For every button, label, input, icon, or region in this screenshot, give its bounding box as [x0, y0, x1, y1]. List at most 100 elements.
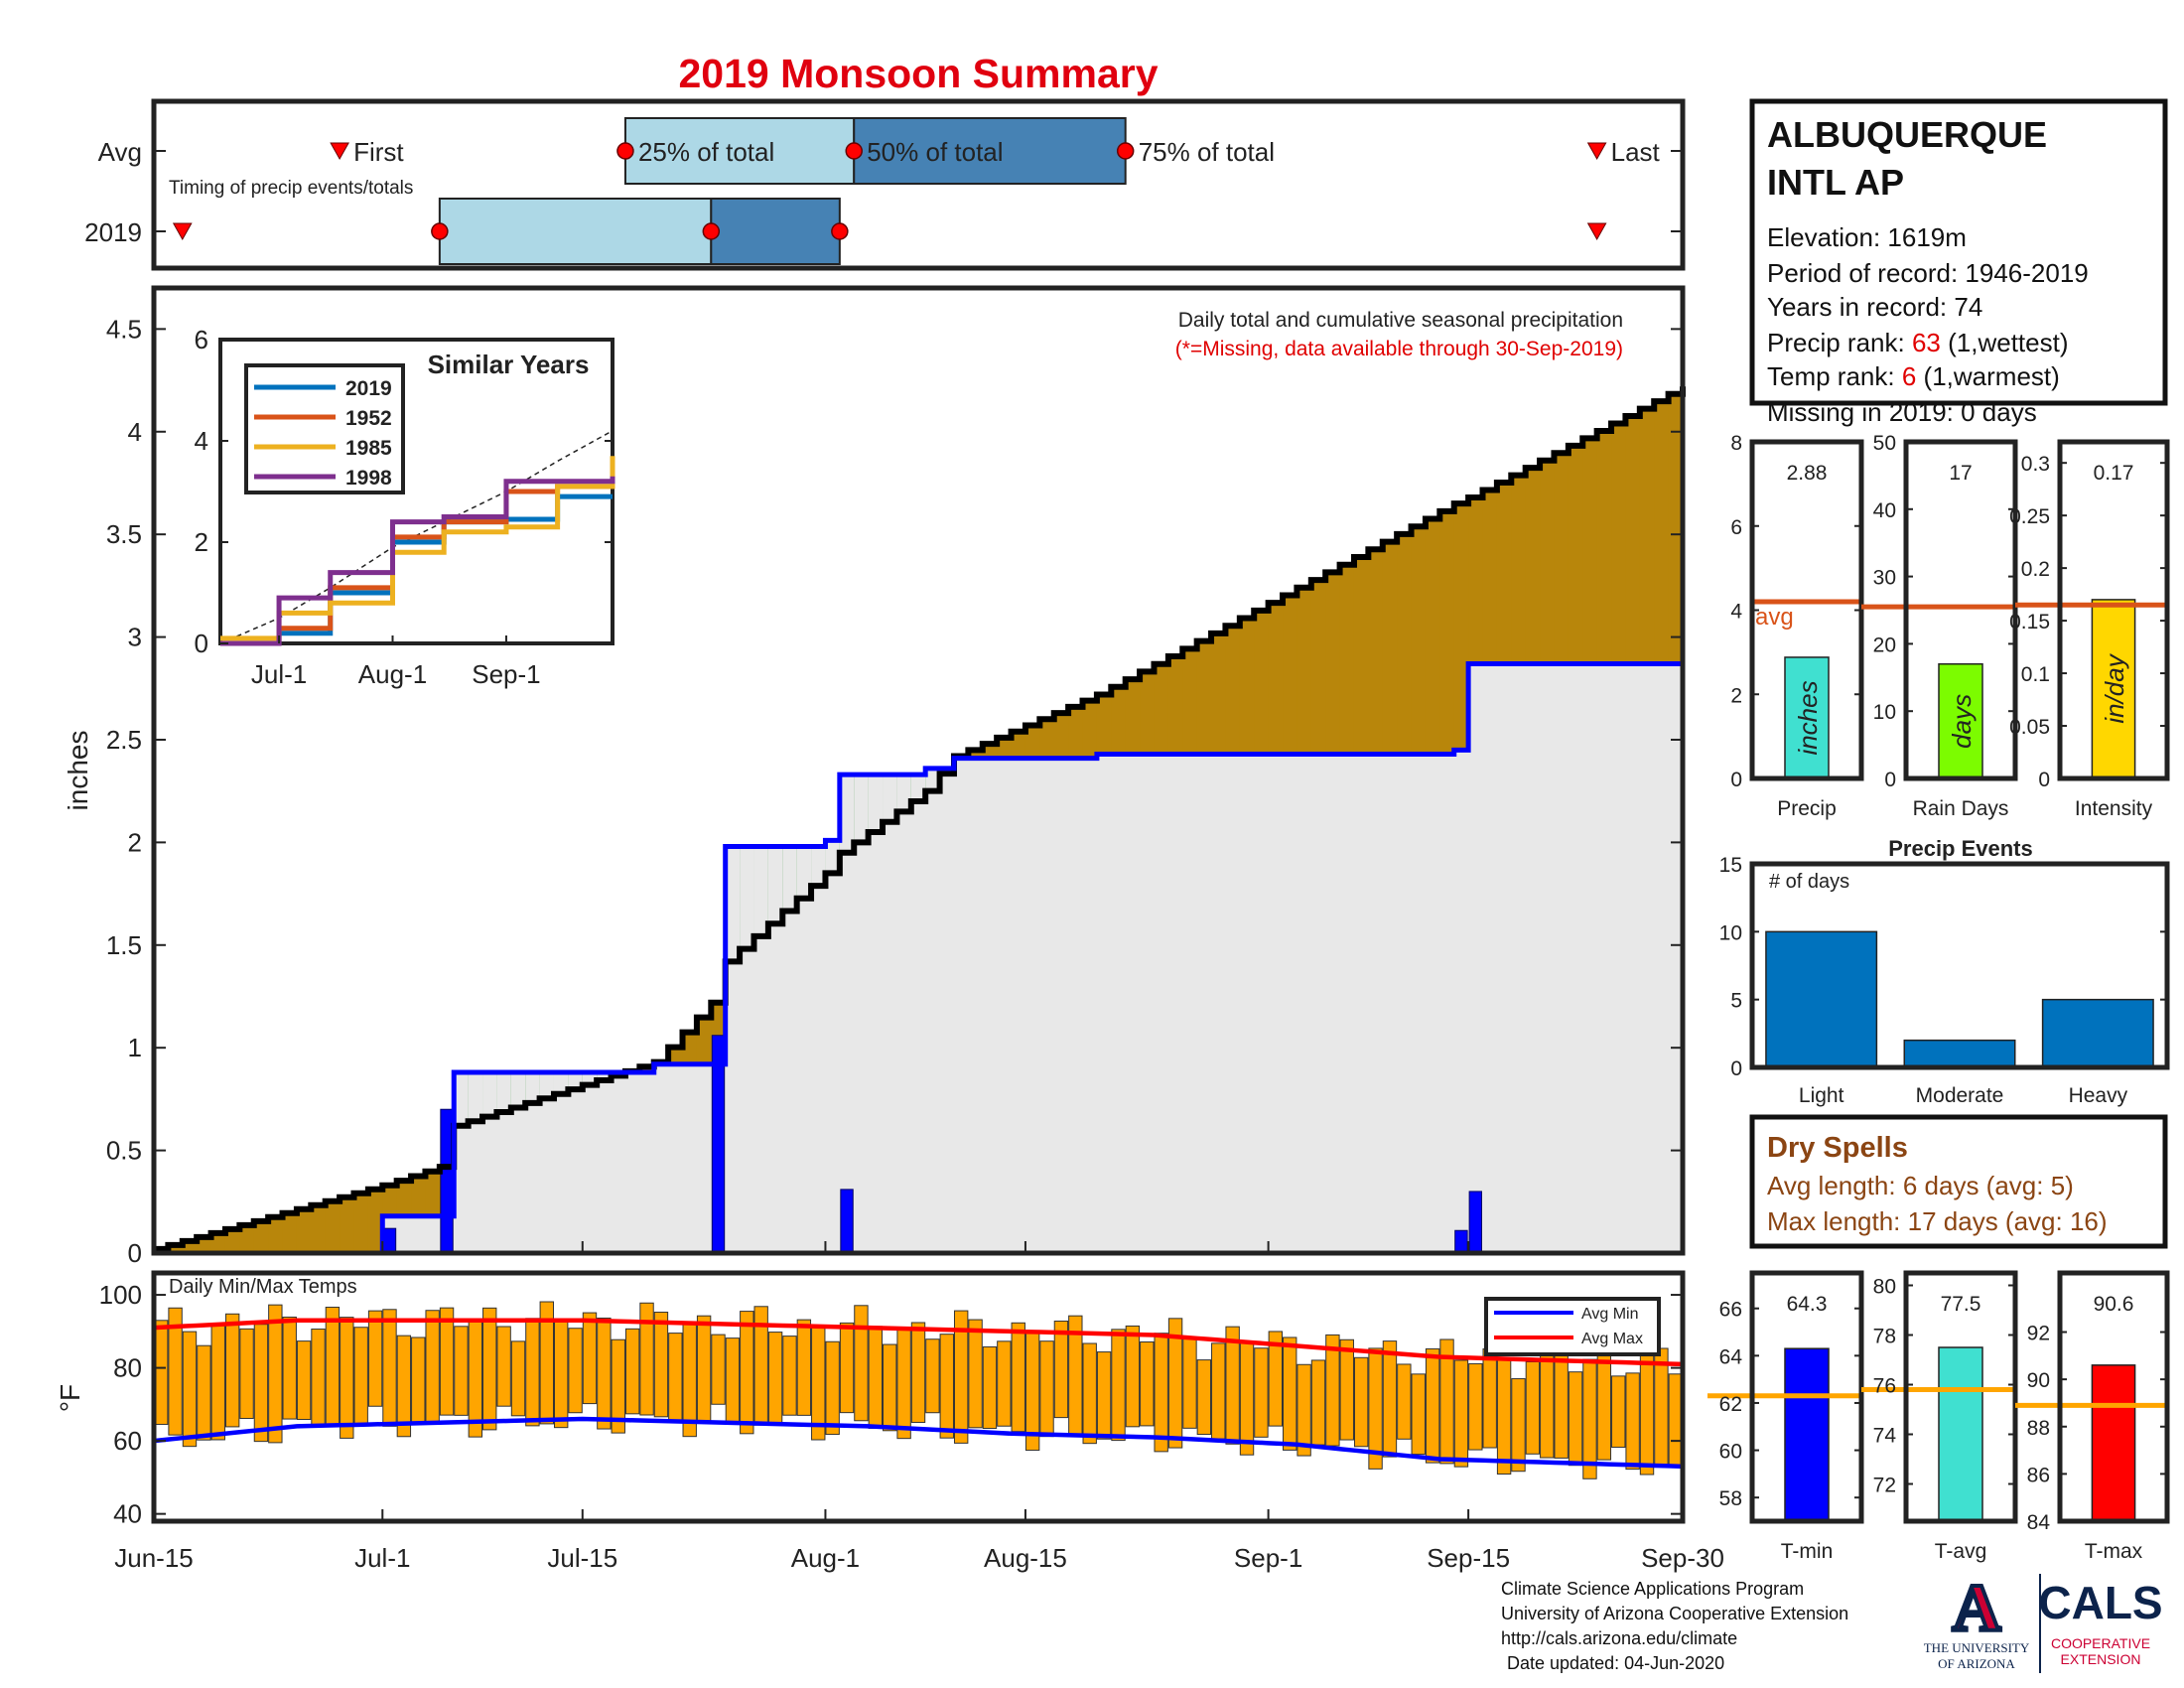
inset-y-tick-label: 0 — [195, 629, 208, 658]
precip-2019-fill — [1525, 663, 1541, 1253]
precip-event-category: Heavy — [2069, 1084, 2128, 1107]
precip-2019-fill — [1325, 754, 1341, 1253]
daily-temp-bar — [1397, 1363, 1412, 1440]
daily-temp-bar — [1225, 1326, 1240, 1445]
precip-2019-fill — [883, 774, 898, 1253]
avg-max-line — [153, 1318, 1684, 1367]
daily-temp-bar — [1154, 1333, 1168, 1453]
precip-below-avg-fill — [382, 1185, 398, 1216]
precip-tick-label: 2 — [1730, 684, 1742, 707]
timing-label-25: 25% of total — [638, 137, 774, 167]
precip-below-avg-fill — [296, 1208, 312, 1253]
precip-below-avg-fill — [282, 1212, 298, 1253]
precip-below-avg-fill — [1611, 423, 1627, 664]
daily-temp-bar — [1654, 1347, 1669, 1468]
y-tick-label: 4 — [128, 417, 142, 447]
timing-percentile-marker — [1116, 142, 1135, 160]
precip-below-avg-fill — [367, 1189, 383, 1253]
precip-tick-label: 8 — [1730, 432, 1742, 455]
t-min-category-label: T-min — [1781, 1540, 1834, 1563]
cumulative-2019-line — [154, 660, 1686, 1256]
university-of-arizona-logo: A THE UNIVERSITY OF ARIZONA — [1924, 1568, 2030, 1671]
precip-2019-fill — [1353, 754, 1369, 1253]
precip-rank-value: 63 — [1912, 328, 1941, 357]
timing-label-50: 50% of total — [867, 137, 1003, 167]
precip-below-avg-fill — [1411, 526, 1427, 755]
temp-legend — [1484, 1297, 1661, 1356]
y-tick-label: 2.5 — [106, 725, 142, 755]
x-tick-label: Sep-30 — [1641, 1543, 1724, 1573]
daily-temp-bar — [1439, 1338, 1454, 1465]
precip-event-tick-label: 10 — [1719, 921, 1742, 944]
precip-below-avg-fill — [1525, 468, 1541, 664]
daily-temp-bar — [883, 1343, 897, 1432]
precip-below-avg-fill — [668, 1047, 684, 1064]
daily-temp-bar — [510, 1340, 526, 1417]
daily-temp-bar — [1039, 1340, 1054, 1438]
precip-2019-fill — [868, 774, 884, 1253]
station-info-box: ALBUQUERQUE INTL AP Elevation: 1619m Per… — [1749, 98, 2168, 427]
temp-y-tick-label: 100 — [99, 1280, 142, 1310]
precip-event-tick-label: 5 — [1730, 990, 1742, 1013]
precip-2019-fill — [1568, 663, 1583, 1253]
precip-below-avg-fill — [696, 1017, 712, 1064]
precip-2019-fill — [696, 1063, 712, 1253]
daily-temp-bar — [953, 1310, 969, 1444]
x-tick-label: Aug-15 — [984, 1543, 1067, 1573]
precip-2019-fill — [1468, 663, 1484, 1253]
y-tick-label: 1.5 — [106, 930, 142, 960]
daily-temp-bar — [296, 1340, 312, 1421]
daily-temp-bar — [253, 1324, 269, 1443]
daily-temp-bar — [1125, 1325, 1141, 1428]
precip-unit-label: inches — [1793, 680, 1823, 755]
daily-temp-bar — [639, 1302, 654, 1416]
rain-days-tick-label: 10 — [1873, 701, 1896, 724]
precip-2019-fill — [968, 758, 984, 1253]
precip-2019-fill — [1339, 754, 1355, 1253]
intensity-category-label: Intensity — [2075, 797, 2153, 820]
timing-label-75: 75% of total — [1139, 137, 1275, 167]
similar-year-line-1998 — [220, 476, 615, 646]
daily-temps-chart: 40 60 80 100 Jun-15 Jul-1 Jul-15 Aug-1 Aug-15 Sep… — [55, 1270, 1724, 1573]
precip-2019-fill — [1011, 758, 1026, 1253]
avg-cumulative-line — [154, 386, 1686, 1252]
precip-2019-fill — [753, 846, 769, 1253]
precip-2019-fill — [411, 1215, 427, 1253]
precip-2019-fill — [1140, 754, 1156, 1253]
precip-2019-fill — [1582, 663, 1598, 1253]
t-avg-tick-label: 80 — [1873, 1276, 1896, 1299]
rain-days-tick-label: 30 — [1873, 567, 1896, 590]
intensity-tick-label: 0.25 — [2009, 505, 2050, 528]
precip-below-avg-fill — [1439, 510, 1455, 755]
precip-event-category: Light — [1799, 1084, 1844, 1107]
precip-2019-fill — [1411, 754, 1427, 1253]
footer-line1: Climate Science Applications Program — [1501, 1579, 1804, 1599]
precip-below-avg-fill — [168, 1244, 184, 1253]
cals-logo-text: CALS — [2038, 1577, 2162, 1628]
t-max-value-label: 90.6 — [2094, 1293, 2134, 1316]
precip-2019-fill — [997, 758, 1013, 1253]
precip-below-avg-fill — [1496, 483, 1512, 664]
daily-temp-bar — [896, 1329, 911, 1440]
temp-y-tick-label: 80 — [113, 1353, 142, 1383]
precip-below-avg-fill — [268, 1216, 284, 1253]
daily-temp-bar — [839, 1322, 855, 1414]
precip-2019-fill — [1611, 663, 1627, 1253]
daily-temp-bar — [668, 1333, 683, 1422]
timing-percentile-marker — [616, 142, 634, 160]
precip-below-avg-fill — [1668, 393, 1684, 664]
daily-temp-bar — [1339, 1338, 1354, 1441]
daily-temp-bar — [910, 1322, 926, 1423]
temp-y-tick-label: 40 — [113, 1499, 142, 1529]
precip-2019-fill — [796, 846, 812, 1253]
daily-precip-bar — [382, 1227, 397, 1254]
daily-temp-bar — [1283, 1336, 1297, 1451]
rain-days-bar — [1938, 662, 1983, 779]
precip-below-avg-fill — [1268, 603, 1284, 755]
daily-temp-bar — [197, 1344, 211, 1441]
y-tick-label: 0 — [128, 1238, 142, 1268]
timing-percentile-marker — [431, 222, 449, 240]
ua-logo-line2: OF ARIZONA — [1938, 1656, 2015, 1671]
precip-below-avg-fill — [997, 737, 1013, 759]
precip-2019-fill — [668, 1063, 684, 1253]
